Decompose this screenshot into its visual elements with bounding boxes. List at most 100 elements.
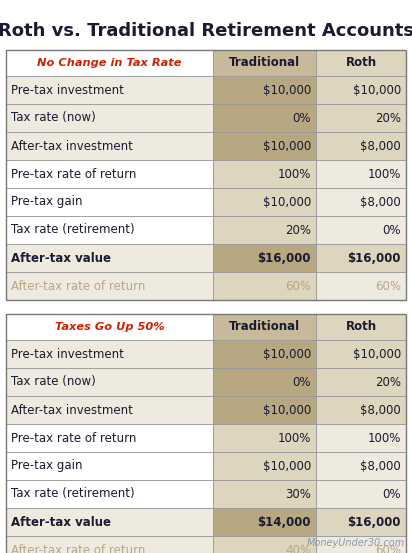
Text: 60%: 60% (375, 544, 401, 553)
Bar (6, 188, 213, 216)
Bar (213, 244, 316, 272)
Text: Tax rate (retirement): Tax rate (retirement) (11, 223, 135, 237)
Bar (316, 132, 406, 160)
Bar (213, 132, 316, 160)
Text: Pre-tax investment: Pre-tax investment (11, 347, 124, 361)
Bar (6, 104, 213, 132)
Bar (6, 50, 213, 76)
Bar (316, 104, 406, 132)
Bar (213, 272, 316, 300)
Bar (213, 76, 316, 104)
Bar (6, 314, 213, 340)
Text: 0%: 0% (293, 112, 311, 124)
Text: 20%: 20% (375, 375, 401, 389)
Text: No Change in Tax Rate: No Change in Tax Rate (37, 58, 182, 68)
Text: $8,000: $8,000 (360, 404, 401, 416)
Bar (316, 216, 406, 244)
Text: 20%: 20% (375, 112, 401, 124)
Text: Tax rate (now): Tax rate (now) (11, 112, 96, 124)
Text: $16,000: $16,000 (258, 252, 311, 264)
Bar (213, 368, 316, 396)
Bar (6, 314, 406, 553)
Text: $10,000: $10,000 (263, 139, 311, 153)
Bar (6, 396, 213, 424)
Text: After-tax value: After-tax value (11, 252, 111, 264)
Text: Tax rate (retirement): Tax rate (retirement) (11, 488, 135, 500)
Bar (213, 104, 316, 132)
Text: 0%: 0% (382, 223, 401, 237)
Text: Roth: Roth (345, 321, 377, 333)
Bar (213, 314, 316, 340)
Text: $14,000: $14,000 (258, 515, 311, 529)
Text: Pre-tax gain: Pre-tax gain (11, 196, 82, 208)
Text: 20%: 20% (285, 223, 311, 237)
Bar (6, 480, 213, 508)
Text: 60%: 60% (375, 279, 401, 293)
Bar (6, 368, 213, 396)
Text: $10,000: $10,000 (263, 404, 311, 416)
Bar (6, 272, 213, 300)
Text: Roth: Roth (345, 56, 377, 70)
Bar (316, 160, 406, 188)
Text: $10,000: $10,000 (263, 84, 311, 97)
Bar (213, 424, 316, 452)
Text: 40%: 40% (285, 544, 311, 553)
Text: 0%: 0% (382, 488, 401, 500)
Text: $8,000: $8,000 (360, 460, 401, 472)
Text: Pre-tax rate of return: Pre-tax rate of return (11, 168, 136, 180)
Text: After-tax rate of return: After-tax rate of return (11, 544, 145, 553)
Text: 100%: 100% (278, 431, 311, 445)
Bar (213, 480, 316, 508)
Text: 100%: 100% (278, 168, 311, 180)
Text: 100%: 100% (368, 431, 401, 445)
Bar (6, 160, 213, 188)
Bar (6, 424, 213, 452)
Bar (6, 536, 213, 553)
Text: After-tax investment: After-tax investment (11, 139, 133, 153)
Text: Traditional: Traditional (229, 321, 300, 333)
Text: $10,000: $10,000 (353, 84, 401, 97)
Bar (6, 76, 213, 104)
Text: Pre-tax rate of return: Pre-tax rate of return (11, 431, 136, 445)
Text: $8,000: $8,000 (360, 196, 401, 208)
Bar (6, 508, 213, 536)
Bar (316, 424, 406, 452)
Bar (6, 216, 213, 244)
Bar (213, 508, 316, 536)
Text: Traditional: Traditional (229, 56, 300, 70)
Bar (316, 368, 406, 396)
Bar (316, 480, 406, 508)
Text: $10,000: $10,000 (263, 347, 311, 361)
Text: $8,000: $8,000 (360, 139, 401, 153)
Text: $10,000: $10,000 (263, 196, 311, 208)
Text: After-tax investment: After-tax investment (11, 404, 133, 416)
Bar (316, 508, 406, 536)
Text: After-tax rate of return: After-tax rate of return (11, 279, 145, 293)
Bar (316, 272, 406, 300)
Text: $10,000: $10,000 (263, 460, 311, 472)
Bar (6, 132, 213, 160)
Bar (213, 216, 316, 244)
Text: 0%: 0% (293, 375, 311, 389)
Bar (316, 244, 406, 272)
Bar (213, 188, 316, 216)
Text: Pre-tax investment: Pre-tax investment (11, 84, 124, 97)
Bar (316, 188, 406, 216)
Bar (213, 452, 316, 480)
Bar (316, 536, 406, 553)
Text: $16,000: $16,000 (347, 252, 401, 264)
Bar (316, 396, 406, 424)
Bar (316, 452, 406, 480)
Text: 100%: 100% (368, 168, 401, 180)
Text: Roth vs. Traditional Retirement Accounts: Roth vs. Traditional Retirement Accounts (0, 22, 412, 40)
Bar (316, 340, 406, 368)
Bar (316, 50, 406, 76)
Text: MoneyUnder30.com: MoneyUnder30.com (307, 538, 405, 548)
Bar (6, 50, 406, 300)
Text: 60%: 60% (285, 279, 311, 293)
Text: Tax rate (now): Tax rate (now) (11, 375, 96, 389)
Text: 30%: 30% (285, 488, 311, 500)
Bar (213, 536, 316, 553)
Text: $16,000: $16,000 (347, 515, 401, 529)
Bar (316, 314, 406, 340)
